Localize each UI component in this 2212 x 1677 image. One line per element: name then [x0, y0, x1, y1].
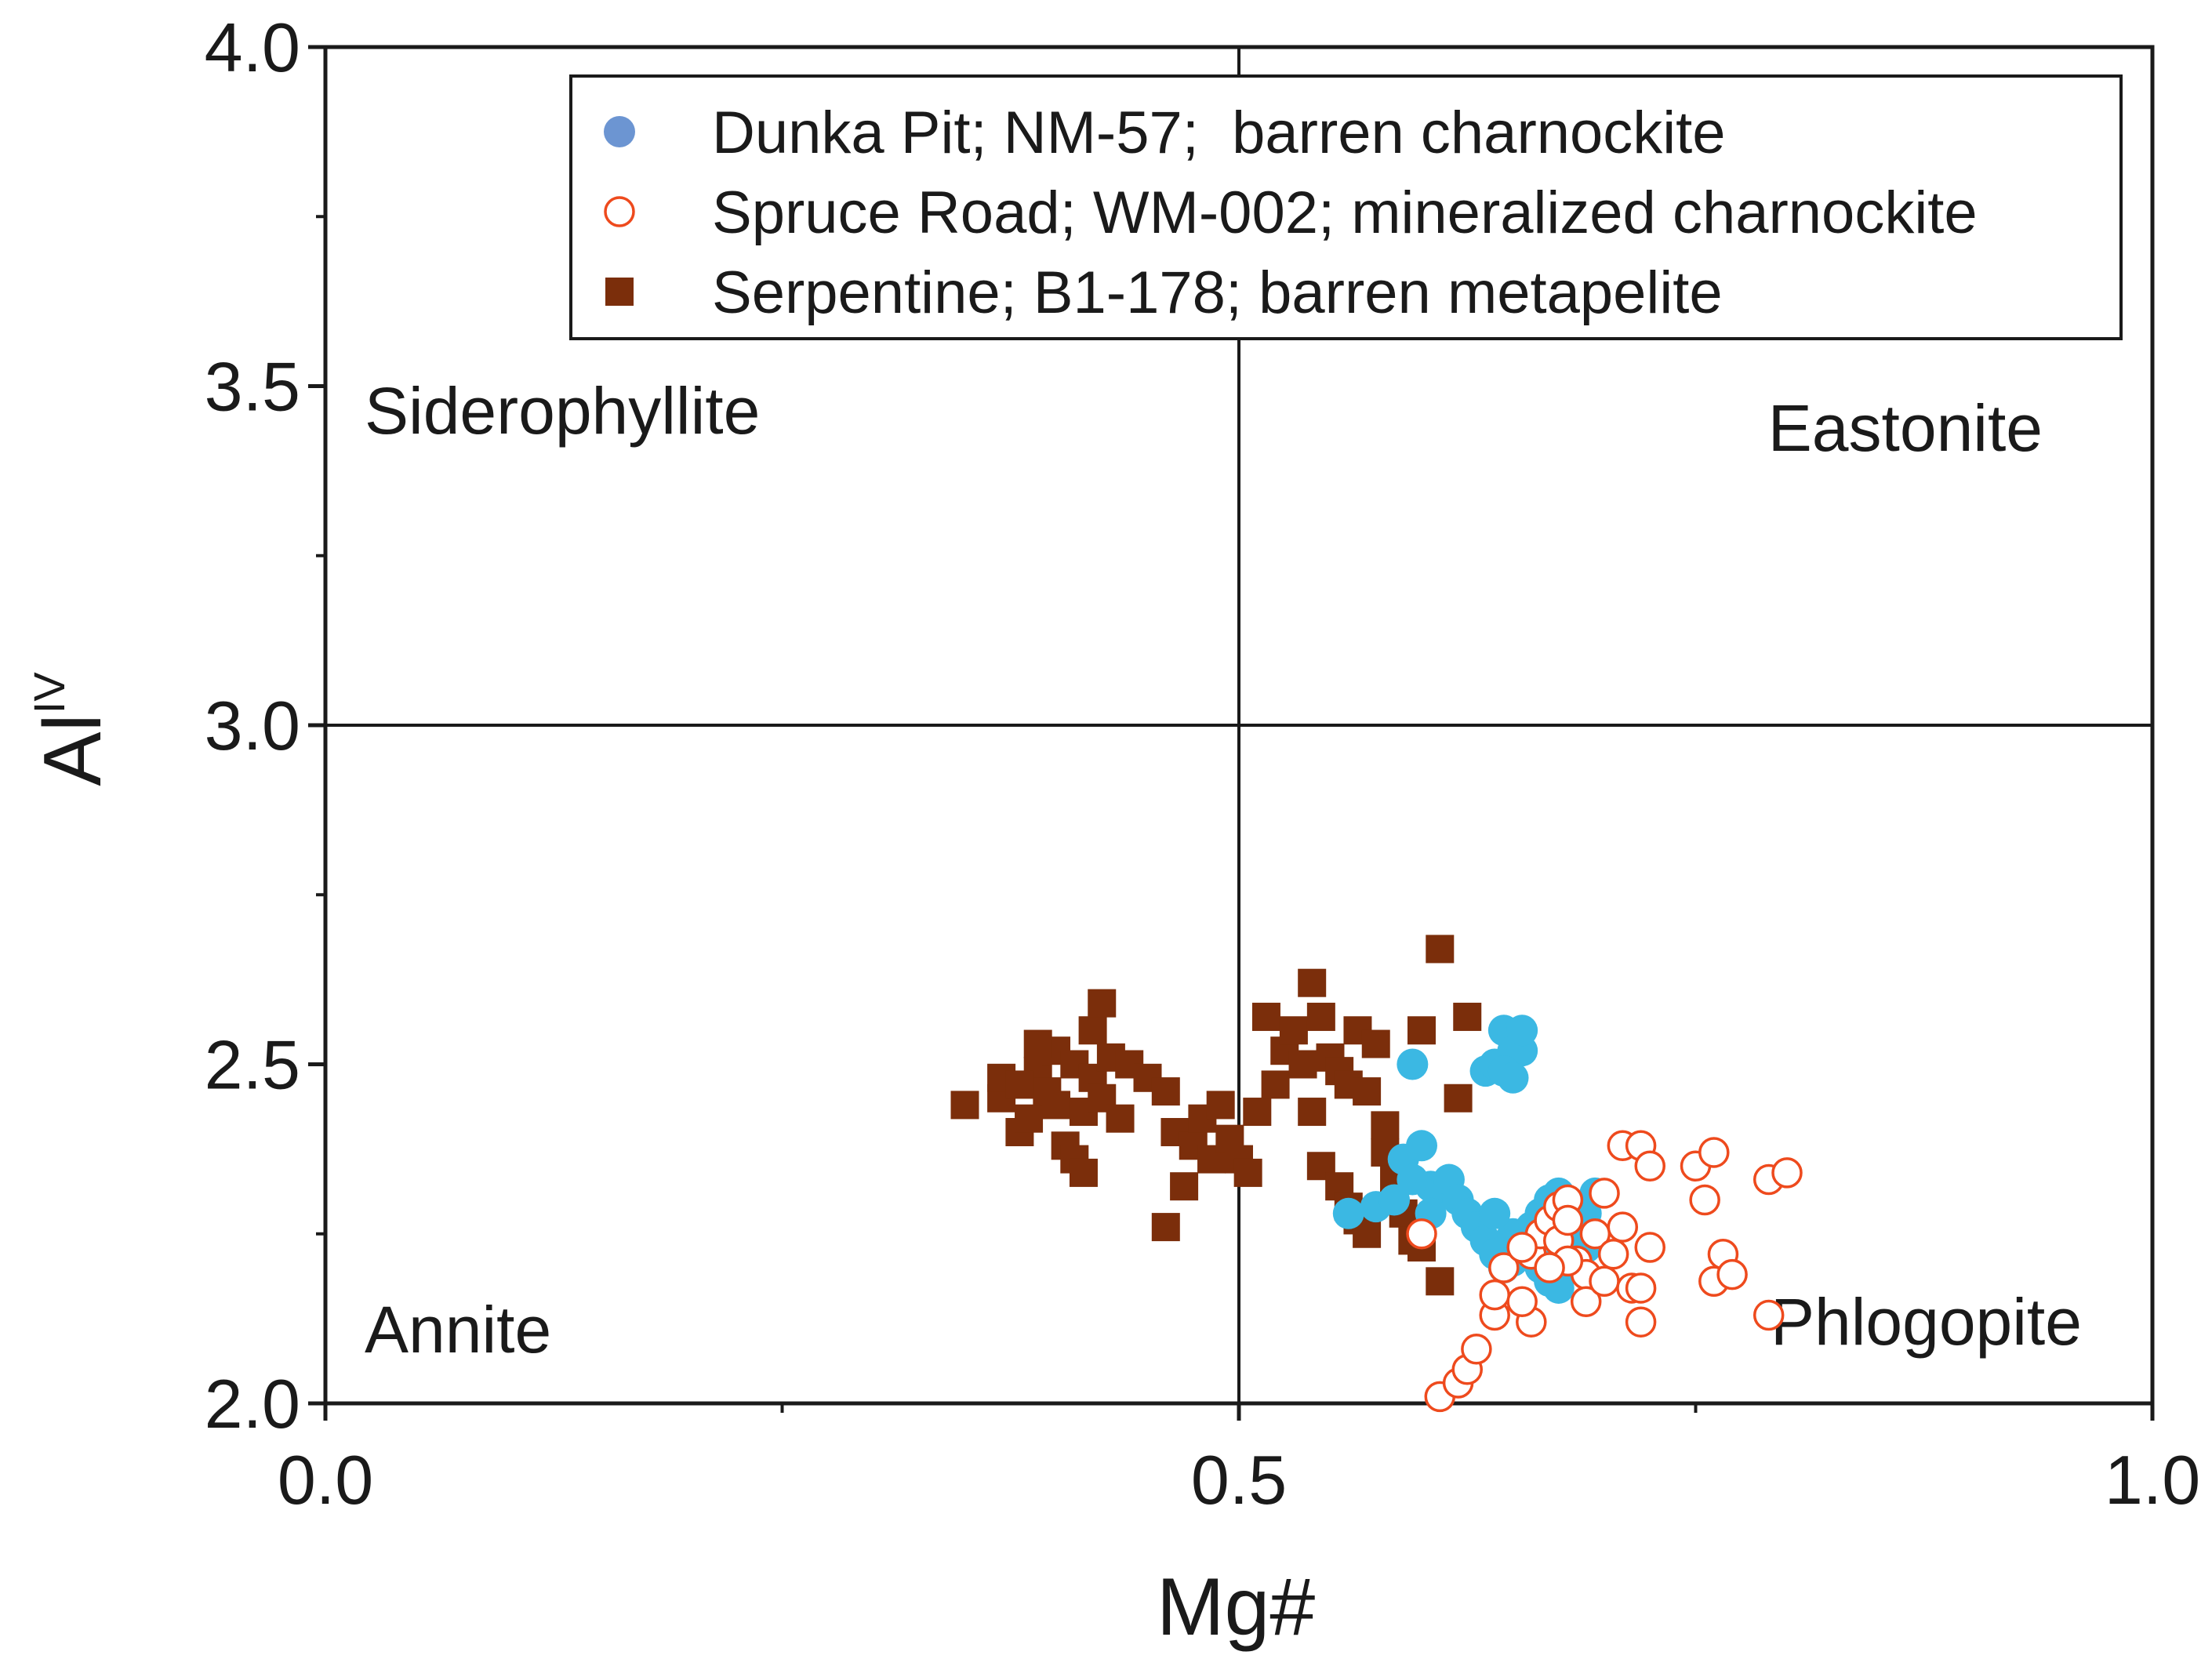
serpentine-point	[1151, 1077, 1180, 1106]
dunka-point	[1332, 1197, 1364, 1229]
legend-entry-dunka-label: Dunka Pit; NM-57; barren charnockite	[712, 100, 1726, 166]
region-label-bottom-left: Annite	[365, 1293, 551, 1367]
spruce-point	[1589, 1178, 1620, 1209]
spruce-point	[1716, 1258, 1748, 1290]
x-tick-label: 1.0	[2105, 1441, 2200, 1519]
serpentine-point	[1426, 1267, 1455, 1296]
x-tick-label: 0.5	[1191, 1441, 1287, 1519]
spruce-point	[1771, 1157, 1803, 1189]
dunka-point	[1506, 1015, 1538, 1047]
spruce-point	[1406, 1218, 1437, 1250]
y-tick-label: 3.5	[205, 348, 300, 426]
legend-marker-serpentine	[605, 278, 634, 306]
serpentine-point	[1298, 1098, 1327, 1127]
serpentine-point	[1078, 1016, 1107, 1045]
y-axis-title-superscript: IV	[24, 672, 74, 714]
spruce-point	[1488, 1252, 1520, 1283]
serpentine-point	[1151, 1213, 1180, 1242]
serpentine-point	[1069, 1158, 1098, 1187]
region-label-top-right: Eastonite	[1768, 391, 2043, 465]
y-tick-label: 4.0	[205, 9, 300, 86]
data-points	[950, 935, 1803, 1413]
spruce-point	[1597, 1238, 1629, 1270]
serpentine-point	[1298, 968, 1327, 997]
serpentine-point	[1407, 1016, 1436, 1045]
spruce-point	[1634, 1150, 1665, 1182]
legend-entry-serpentine-label: Serpentine; B1-178; barren metapelite	[712, 260, 1723, 326]
serpentine-point	[1453, 1002, 1482, 1031]
region-label-top-left: Siderophyllite	[365, 374, 760, 448]
serpentine-point	[1042, 1091, 1070, 1120]
serpentine-point	[1233, 1158, 1262, 1187]
dunka-point	[1497, 1062, 1529, 1094]
serpentine-point	[1288, 1050, 1317, 1079]
serpentine-point	[1088, 989, 1117, 1018]
y-tick-label: 3.0	[205, 687, 300, 764]
spruce-point	[1698, 1137, 1730, 1168]
serpentine-point	[1426, 935, 1455, 964]
region-labels: Siderophyllite Eastonite Annite Phlogopite	[365, 374, 2082, 1367]
legend-marker-spruce	[604, 196, 635, 227]
spruce-point	[1506, 1286, 1538, 1317]
serpentine-point	[1170, 1172, 1199, 1201]
y-axis-title-main: Al	[27, 713, 118, 786]
x-axis-title: Mg#	[1157, 1562, 1315, 1653]
serpentine-point	[1206, 1091, 1235, 1120]
serpentine-point	[950, 1091, 979, 1120]
spruce-point	[1570, 1286, 1602, 1317]
spruce-point	[1552, 1204, 1584, 1236]
dunka-point	[1378, 1184, 1411, 1216]
spruce-point	[1689, 1184, 1720, 1216]
serpentine-point	[1353, 1077, 1382, 1106]
dunka-point	[1479, 1197, 1511, 1229]
legend-marker-dunka	[604, 116, 635, 147]
dunka-point	[1406, 1130, 1437, 1162]
serpentine-point	[1279, 1016, 1308, 1045]
legend: Dunka Pit; NM-57; barren charnockite Spru…	[569, 74, 2123, 340]
serpentine-point	[1261, 1070, 1290, 1099]
y-tick-label: 2.0	[205, 1365, 300, 1443]
serpentine-point	[1106, 1104, 1135, 1133]
legend-entry-spruce-label: Spruce Road; WM-002; mineralized charnoc…	[712, 180, 1978, 246]
spruce-point	[1506, 1232, 1538, 1263]
region-label-bottom-right: Phlogopite	[1771, 1285, 2082, 1359]
serpentine-point	[1306, 1002, 1335, 1031]
spruce-point	[1534, 1252, 1565, 1283]
spruce-point	[1634, 1232, 1665, 1263]
dunka-point	[1397, 1048, 1429, 1080]
legend-box	[569, 74, 2123, 340]
svg-text:AlIV: AlIV	[24, 672, 118, 786]
spruce-point	[1625, 1306, 1657, 1338]
spruce-point	[1753, 1299, 1785, 1331]
serpentine-point	[1023, 1029, 1052, 1058]
axis-ticks: 2.0 2.5 3.0 3.5 4.0 0.0 0.5 1.0	[205, 9, 2201, 1519]
spruce-point	[1461, 1334, 1492, 1365]
spruce-point	[1589, 1265, 1620, 1298]
serpentine-point	[1251, 1002, 1280, 1031]
serpentine-point	[1361, 1029, 1390, 1058]
serpentine-point	[1015, 1104, 1044, 1133]
spruce-point	[1625, 1272, 1657, 1304]
spruce-point	[1479, 1279, 1510, 1311]
spruce-point	[1607, 1211, 1639, 1243]
serpentine-point	[1243, 1098, 1272, 1127]
serpentine-point	[1444, 1084, 1473, 1113]
x-tick-label: 0.0	[278, 1441, 373, 1519]
serpentine-point	[1005, 1070, 1034, 1099]
y-tick-label: 2.5	[205, 1026, 300, 1104]
serpentine-point	[1371, 1111, 1400, 1140]
y-axis-title: AlIV	[24, 672, 118, 786]
